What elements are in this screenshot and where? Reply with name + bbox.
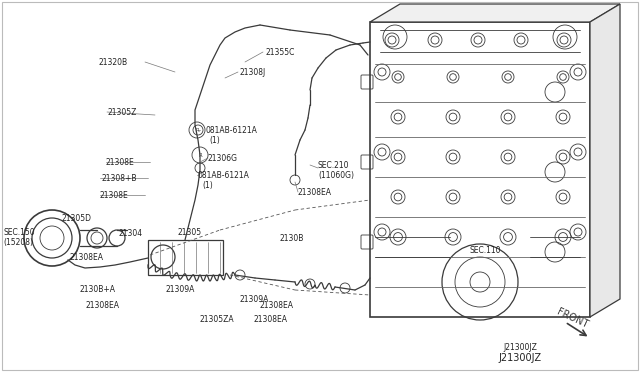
Text: 21306G: 21306G: [208, 154, 238, 163]
Text: 21309A: 21309A: [240, 295, 269, 305]
Text: R: R: [195, 128, 199, 132]
Text: 21308EA: 21308EA: [70, 253, 104, 263]
Text: SEC.110: SEC.110: [470, 246, 502, 254]
Text: 21304: 21304: [119, 228, 143, 237]
Text: 21305D: 21305D: [62, 214, 92, 222]
Text: FRONT: FRONT: [555, 307, 589, 330]
Text: 2130B+A: 2130B+A: [80, 285, 116, 295]
Text: 21308EA: 21308EA: [85, 301, 119, 310]
Text: (1): (1): [209, 135, 220, 144]
Text: J21300JZ: J21300JZ: [503, 343, 537, 353]
Text: 081AB-6121A: 081AB-6121A: [205, 125, 257, 135]
Text: 21309A: 21309A: [165, 285, 195, 295]
Text: 21308EA: 21308EA: [260, 301, 294, 310]
Text: 21308EA: 21308EA: [298, 187, 332, 196]
Text: 081AB-6121A: 081AB-6121A: [198, 170, 250, 180]
Text: SEC.210: SEC.210: [318, 160, 349, 170]
Text: 21305Z: 21305Z: [107, 108, 136, 116]
Text: 21305ZA: 21305ZA: [200, 315, 235, 324]
Polygon shape: [590, 4, 620, 317]
Text: 21320B: 21320B: [99, 58, 128, 67]
Bar: [148, 240, 223, 275]
Text: 21308+B: 21308+B: [101, 173, 136, 183]
Text: (1): (1): [202, 180, 212, 189]
Text: (15208): (15208): [3, 237, 33, 247]
Text: SEC.150: SEC.150: [3, 228, 35, 237]
Text: 21308E: 21308E: [106, 157, 135, 167]
Text: 2130B: 2130B: [280, 234, 305, 243]
Text: 21308EA: 21308EA: [254, 315, 288, 324]
Text: J21300JZ: J21300JZ: [499, 353, 541, 363]
Text: R: R: [198, 153, 202, 157]
Text: (11060G): (11060G): [318, 170, 354, 180]
Text: 21308J: 21308J: [240, 67, 266, 77]
Text: 21305: 21305: [177, 228, 201, 237]
Polygon shape: [370, 4, 620, 22]
Text: 21355C: 21355C: [265, 48, 294, 57]
Text: 21308E: 21308E: [100, 190, 129, 199]
